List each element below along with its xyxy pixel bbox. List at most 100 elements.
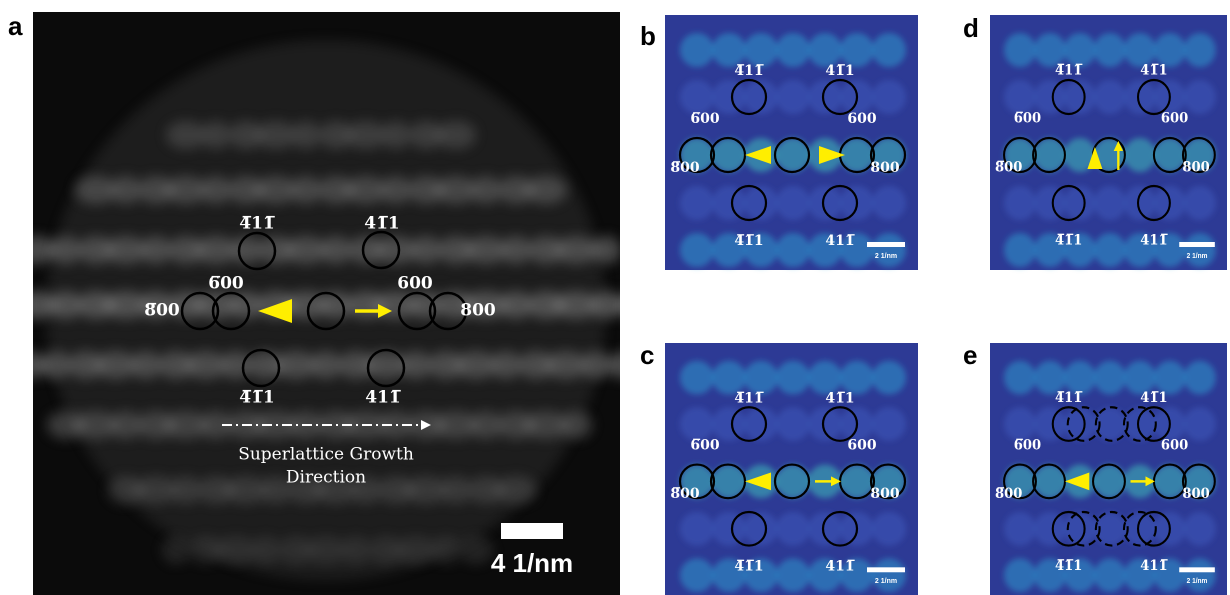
spot [872, 407, 906, 441]
miller-index: 6̅00 [690, 438, 720, 454]
miller-index: 4̅1̅1 [1055, 232, 1082, 249]
spot [1184, 407, 1216, 441]
spot [712, 407, 746, 441]
miller-index: 800 [870, 160, 899, 176]
spot [872, 558, 906, 592]
spot [808, 407, 842, 441]
miller-index: 6̅00 [690, 111, 719, 127]
spot [776, 512, 810, 546]
spot [1034, 186, 1066, 220]
annotation: Superlattice Growth [238, 445, 414, 465]
spot [1184, 186, 1216, 220]
spot [808, 361, 842, 395]
miller-index: 600 [1161, 437, 1188, 453]
miller-index: 8̅00 [995, 485, 1022, 501]
miller-index: 4̅1̅1 [239, 388, 275, 408]
panel-letter: d [963, 13, 979, 43]
spot [776, 80, 810, 114]
scale-bar [1179, 567, 1215, 572]
spot [1004, 33, 1036, 67]
spot [872, 33, 906, 67]
spot [1004, 80, 1036, 114]
spot [1184, 558, 1216, 592]
panel-a [0, 12, 655, 595]
spot [1034, 80, 1066, 114]
miller-index: 411̅ [825, 558, 854, 574]
spot [776, 407, 810, 441]
spot [1094, 80, 1126, 114]
spot [1004, 512, 1036, 546]
spot [840, 33, 874, 67]
spot [15, 236, 57, 264]
spot [1094, 558, 1126, 592]
spot [712, 186, 746, 220]
miller-index: 41̅1 [1140, 390, 1167, 406]
scale-label: 2 1/nm [1187, 578, 1208, 585]
miller-index: 41̅1 [825, 63, 854, 79]
miller-index: 411̅ [1140, 232, 1167, 249]
panel-0: 2 1/nm 4̅11̅ 41̅1 6̅00 8̅00 600 800 4̅1̅1 411̅ [665, 15, 918, 270]
spot [680, 558, 714, 592]
miller-index: 800 [1182, 485, 1209, 501]
spot [712, 512, 746, 546]
spot [680, 361, 714, 395]
scale-bar [867, 567, 905, 572]
spot [1094, 233, 1126, 267]
spot [0, 291, 25, 319]
scale-bar [501, 523, 563, 539]
spot [776, 186, 810, 220]
spot [680, 233, 714, 267]
miller-index: 6̅00 [208, 274, 244, 294]
miller-index: 600 [847, 111, 876, 127]
panel-2: 2 1/nm4̅11̅41̅16̅008̅006008004̅1̅1411̅ [665, 343, 918, 595]
spot [1004, 186, 1036, 220]
spot [680, 80, 714, 114]
miller-index: 600 [1161, 110, 1188, 127]
spot [712, 361, 746, 395]
miller-index: 8̅00 [670, 160, 699, 176]
spot [840, 361, 874, 395]
spot [5, 351, 47, 379]
scale-bar [1179, 242, 1215, 247]
spot [1034, 512, 1066, 546]
miller-index: 4̅11̅ [239, 214, 275, 234]
miller-index: 4̅1̅1 [1055, 558, 1082, 574]
spot [872, 186, 906, 220]
spot [1184, 80, 1216, 114]
spot [680, 33, 714, 67]
miller-index: 4̅1̅1 [734, 233, 763, 249]
miller-index: 600 [847, 438, 877, 454]
panel-letter: e [963, 340, 977, 370]
figure: 4̅11̅ 41̅1 6̅00 8̅00 600 800 4̅1̅1 411̅ Superlat… [0, 0, 1230, 595]
spot [680, 186, 714, 220]
spot [680, 407, 714, 441]
miller-index: 411̅ [1140, 558, 1167, 574]
scale-label: 4 1/nm [491, 548, 573, 578]
spot [1184, 33, 1216, 67]
miller-index: 800 [460, 301, 496, 321]
scale-label: 2 1/nm [875, 578, 897, 585]
spot [872, 512, 906, 546]
spot [712, 33, 746, 67]
spot [808, 80, 842, 114]
spot [1124, 80, 1156, 114]
miller-index: 411̅ [365, 388, 401, 408]
scale-bar [867, 242, 905, 247]
spot [776, 33, 810, 67]
spot [776, 361, 810, 395]
miller-index: 411̅ [825, 233, 854, 249]
miller-index: 6̅00 [1014, 110, 1041, 127]
miller-index: 41̅1 [364, 214, 400, 234]
miller-index: 600 [397, 274, 433, 294]
spot [872, 361, 906, 395]
miller-index: 800 [1182, 159, 1209, 176]
miller-index: 8̅00 [995, 159, 1022, 176]
spot [1124, 138, 1156, 172]
miller-index: 6̅00 [1014, 437, 1041, 453]
spot [872, 80, 906, 114]
spot [1094, 186, 1126, 220]
scale-label: 2 1/nm [875, 253, 897, 260]
spot [808, 186, 842, 220]
panel-letter: b [640, 21, 656, 51]
miller-index: 4̅11̅ [734, 63, 763, 79]
